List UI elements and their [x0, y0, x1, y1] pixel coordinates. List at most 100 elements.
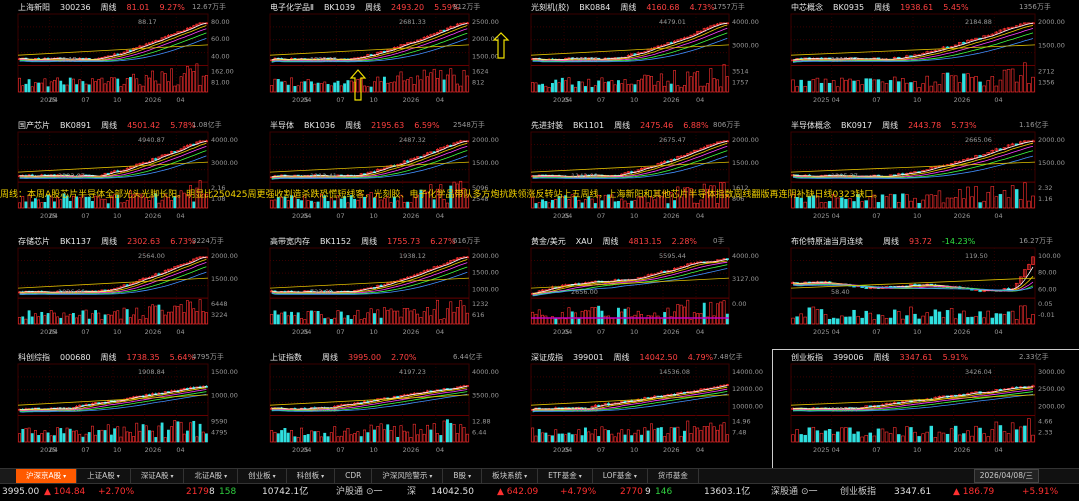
tab-4[interactable]: 创业板 ▾	[238, 469, 287, 483]
time-axis-label: 04	[832, 96, 840, 104]
tab-list: 沪深京A股 ▾ 上证A股 ▾ 深证A股 ▾ 北证A股 ▾ 创业板 ▾ 科创板 ▾ CDR 沪深风险警示 ▾ B…	[16, 469, 699, 483]
time-axis-label: 07	[336, 96, 344, 104]
chart-panel[interactable]: 14000.00 12000.00 10000.00 14.96 7.48 2025 04 0…	[513, 350, 773, 468]
tab-label: ETF基金	[548, 471, 577, 480]
instrument-name: 科创综指	[18, 353, 50, 362]
chart-panel[interactable]: 2000.00 1500.00 6448 3224 2025 04 07 10 2026 04 25…	[0, 234, 252, 350]
chart-panel[interactable]: 4000.00 3000.00 3514 1757 2025 04 07 10 2026 04 44…	[513, 0, 773, 118]
chart-panel[interactable]: 3000.00 2500.00 2000.00 4.66 2.33 2025 04 07 10 2…	[772, 349, 1079, 469]
time-axis-label: 10	[630, 446, 638, 454]
chart-panel[interactable]: 100.00 80.00 60.00 0.05 -0.01 2025 04 07 10 2026 0…	[773, 234, 1079, 350]
instrument-code: 399006	[833, 353, 864, 362]
price-axis-label: 1500.00	[211, 275, 238, 283]
sh-turnover: 10742.1亿	[262, 487, 309, 497]
time-axis-label: 10	[630, 212, 638, 220]
time-axis-label: 04	[50, 446, 58, 454]
volume-label: 1356万手	[1019, 3, 1051, 11]
panel-header: 上证指数 周线 3995.00 2.70%	[270, 352, 427, 364]
time-axis-label: 2026	[403, 96, 420, 104]
price-axis-label: 60.00	[211, 35, 230, 43]
tab-label: 创业板	[248, 471, 271, 480]
panel-header: 半导体概念 BK0917 周线 2443.78 5.73%	[791, 120, 987, 132]
low-price-marker: 1142.08	[571, 172, 598, 180]
volume-label: 7.48亿手	[713, 353, 743, 361]
chart-panel[interactable]: 2000.00 1500.00 1000.00 1232 616 2025 04 07 10 20…	[252, 234, 513, 350]
instrument-code: 300236	[60, 3, 91, 12]
chart-panel[interactable]: 2000.00 1500.00 2.32 1.16 2025 04 07 10 2026 04 26…	[773, 118, 1079, 234]
time-axis-label: 10	[913, 96, 921, 104]
instrument-name: 半导体概念	[791, 121, 831, 130]
change-pct: 5.45%	[943, 3, 969, 12]
time-axis-label: 04	[994, 446, 1002, 454]
price-axis-label: 14.96	[732, 417, 751, 425]
high-price-marker: 2564.00	[138, 252, 165, 260]
panel-header: 存储芯片 BK1137 周线 2302.63 6.73%	[18, 236, 206, 248]
tab-7[interactable]: 沪深风险警示 ▾	[372, 469, 444, 483]
change-pct: 6.73%	[170, 237, 196, 246]
price-axis-label: 2500.00	[472, 18, 499, 26]
chart-panel[interactable]: 2000.00 1500.00 1612 806 2025 04 07 10 2026 04 267…	[513, 118, 773, 234]
chart-panel[interactable]: 4000.00 3127.00 0.00 2025 04 07 10 2026 04 5595.4…	[513, 234, 773, 350]
price-axis-label: 4000.00	[472, 368, 499, 376]
chart-panel[interactable]: 80.00 60.00 40.00 162.00 81.00 2025 04 07 10 2026…	[0, 0, 252, 118]
tab-12[interactable]: 货币基金	[648, 469, 699, 483]
sh-index-change: ▲ 104.84	[44, 487, 86, 497]
sgt-label[interactable]: 深股通	[771, 487, 799, 497]
tab-label: 北证A股	[194, 471, 223, 480]
price-axis-label: 1500.00	[472, 269, 499, 277]
chart-panel[interactable]: 2000.00 1500.00 5096 2548 2025 04 07 10 2026 04 24…	[252, 118, 513, 234]
tab-11[interactable]: LOF基金 ▾	[593, 469, 648, 483]
time-axis-label: 07	[81, 328, 89, 336]
time-axis-label: 10	[913, 212, 921, 220]
volume-label: 812万手	[453, 3, 481, 11]
time-axis-label: 2025	[813, 446, 830, 454]
tab-5[interactable]: 科创板 ▾	[287, 469, 336, 483]
tab-2[interactable]: 深证A股 ▾	[131, 469, 185, 483]
time-axis-label: 2025	[813, 328, 830, 336]
tab-label: B股	[453, 471, 467, 480]
instrument-name: 中芯概念	[791, 3, 823, 12]
instrument-name: 国产芯片	[18, 121, 50, 130]
chart-panel[interactable]: 2000.00 1500.00 2712 1356 2025 04 07 10 2026 04 21…	[773, 0, 1079, 118]
price-axis-label: 3000.00	[732, 41, 759, 49]
last-price: 1738.35	[126, 353, 160, 362]
price-axis-label: 3500.00	[472, 391, 499, 399]
time-axis-label: 04	[303, 446, 311, 454]
last-price: 93.72	[909, 237, 932, 246]
price-axis-label: 3514	[732, 67, 749, 75]
time-axis-label: 2026	[954, 96, 971, 104]
time-axis-label: 04	[696, 328, 704, 336]
chart-panel[interactable]: 1500.00 1000.00 9590 4795 2025 04 07 10 2026 04 19…	[0, 350, 252, 468]
time-axis-label: 04	[303, 328, 311, 336]
tab-10[interactable]: ETF基金 ▾	[538, 469, 593, 483]
time-axis-label: 2026	[954, 446, 971, 454]
time-axis-label: 04	[696, 446, 704, 454]
time-axis-label: 2025	[553, 212, 570, 220]
time-axis-label: 04	[50, 328, 58, 336]
tab-0[interactable]: 沪深京A股 ▾	[16, 469, 78, 483]
price-axis-label: 2.33	[1038, 429, 1052, 437]
panel-header: 先进封装 BK1101 周线 2475.46 6.88%	[531, 120, 719, 132]
price-axis-label: 4795	[211, 429, 228, 437]
tab-3[interactable]: 北证A股 ▾	[184, 469, 239, 483]
tab-9[interactable]: 板块系统 ▾	[482, 469, 539, 483]
chart-panel[interactable]: 2500.00 2000.00 1500.00 1624 812 2025 04 07 10 20…	[252, 0, 513, 118]
time-axis-label: 2026	[403, 212, 420, 220]
price-axis-label: 2000.00	[1038, 18, 1065, 26]
sz-index-price: 14042.50	[431, 487, 474, 497]
price-axis-label: 1000.00	[211, 391, 238, 399]
tab-8[interactable]: B股 ▾	[443, 469, 483, 483]
hgt-label[interactable]: 沪股通	[336, 487, 364, 497]
chart-panel[interactable]: 4000.00 3500.00 12.88 6.44 2025 04 07 10 2026 04 4…	[252, 350, 513, 468]
chart-panel[interactable]: 4000.00 3000.00 2.16 1.08 2025 04 07 10 2026 04 49…	[0, 118, 252, 234]
tab-6[interactable]: CDR	[335, 469, 373, 483]
hgt-icon: ⊙一	[366, 487, 383, 497]
time-axis-label: 2026	[663, 446, 680, 454]
instrument-code: BK0935	[833, 3, 865, 12]
low-price-marker: 1756.64	[831, 405, 858, 413]
instrument-code: 000680	[60, 353, 91, 362]
tab-1[interactable]: 上证A股 ▾	[77, 469, 131, 483]
high-price-marker: 4479.01	[659, 18, 686, 26]
